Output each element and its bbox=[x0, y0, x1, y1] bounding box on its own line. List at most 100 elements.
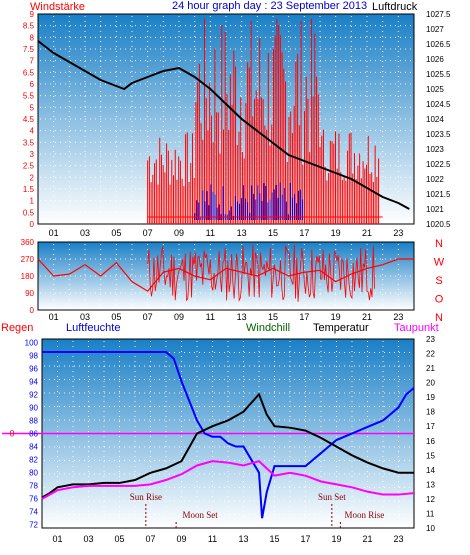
pressure-tick-label: 1025 bbox=[426, 85, 444, 94]
x-tick-label: 21 bbox=[362, 228, 372, 238]
direction-tick-label: 180 bbox=[21, 272, 35, 281]
wind-tick-label: 2 bbox=[30, 173, 35, 182]
humidity-tick-label: 76 bbox=[29, 495, 38, 504]
temperature-tick-label: 12 bbox=[426, 495, 435, 504]
pressure-tick-label: 1021.5 bbox=[426, 190, 451, 199]
compass-label: N bbox=[435, 238, 443, 250]
humidity-tick-label: 88 bbox=[29, 416, 38, 425]
direction-tick-label: 90 bbox=[25, 289, 34, 298]
pressure-tick-label: 1026.5 bbox=[426, 40, 451, 49]
temperature-tick-label: 16 bbox=[426, 437, 435, 446]
x-tick-label: 13 bbox=[238, 534, 248, 544]
wind-tick-label: 6.5 bbox=[23, 68, 35, 77]
x-tick-label: 17 bbox=[299, 228, 309, 238]
humidity-tick-label: 78 bbox=[29, 482, 38, 491]
x-tick-label: 17 bbox=[300, 534, 310, 544]
direction-tick-label: 360 bbox=[21, 238, 35, 247]
temperature-tick-label: 20 bbox=[426, 379, 435, 388]
x-tick-label: 11 bbox=[206, 312, 215, 322]
pressure-tick-label: 1024 bbox=[426, 115, 444, 124]
x-tick-label: 01 bbox=[49, 312, 59, 322]
x-tick-label: 03 bbox=[83, 534, 93, 544]
series-line-dewpoint bbox=[41, 460, 415, 500]
x-tick-label: 03 bbox=[80, 228, 90, 238]
x-tick-label: 09 bbox=[176, 534, 186, 544]
wind-tick-label: 0 bbox=[30, 220, 35, 229]
wind-tick-label: 6 bbox=[30, 80, 35, 89]
event-label: Sun Rise bbox=[130, 492, 162, 502]
event-label: Sun Set bbox=[318, 492, 346, 502]
x-tick-label: 21 bbox=[362, 312, 372, 322]
wind-tick-label: 2.5 bbox=[23, 162, 35, 171]
event-label: Moon Set bbox=[182, 510, 218, 520]
temperature-tick-label: 11 bbox=[426, 509, 435, 518]
humidity-tick-label: 84 bbox=[29, 443, 38, 452]
compass-label: W bbox=[434, 257, 445, 269]
series-line-humidity bbox=[42, 351, 415, 519]
pressure-tick-label: 1027.5 bbox=[426, 10, 451, 19]
wind-tick-label: 5.5 bbox=[23, 92, 35, 101]
x-tick-label: 17 bbox=[299, 312, 309, 322]
x-tick-label: 11 bbox=[206, 228, 215, 238]
x-tick-label: 15 bbox=[268, 312, 278, 322]
windchill-label: Windchill bbox=[246, 322, 290, 334]
pressure-tick-label: 1022.5 bbox=[426, 160, 451, 169]
temperature-tick-label: 14 bbox=[426, 466, 435, 475]
humidity-tick-label: 82 bbox=[29, 456, 38, 465]
x-tick-label: 01 bbox=[52, 534, 62, 544]
temperature-tick-label: 15 bbox=[426, 451, 435, 460]
wind-tick-label: 3 bbox=[30, 150, 35, 159]
compass-label: N bbox=[435, 312, 443, 324]
wind-tick-label: 4.5 bbox=[23, 115, 35, 124]
wind-tick-label: 4 bbox=[30, 127, 35, 136]
chart-title: 24 hour graph day : 23 September 2013 bbox=[172, 0, 367, 12]
temperature-tick-label: 18 bbox=[426, 408, 435, 417]
x-tick-label: 09 bbox=[174, 228, 184, 238]
x-tick-label: 03 bbox=[80, 312, 90, 322]
pressure-tick-label: 1021 bbox=[426, 205, 444, 214]
x-tick-label: 01 bbox=[49, 228, 59, 238]
x-tick-label: 07 bbox=[143, 228, 153, 238]
series-lines-layer bbox=[2, 40, 415, 528]
x-tick-label: 05 bbox=[111, 228, 121, 238]
x-tick-label: 05 bbox=[114, 534, 124, 544]
x-tick-label: 11 bbox=[208, 534, 217, 544]
wind-tick-label: 8 bbox=[30, 33, 35, 42]
wind-tick-label: 7.5 bbox=[23, 45, 35, 54]
compass-label: O bbox=[435, 294, 444, 306]
temperature-tick-label: 23 bbox=[426, 335, 435, 344]
x-tick-label: 13 bbox=[237, 312, 247, 322]
humidity-tick-label: 98 bbox=[29, 351, 38, 360]
x-tick-label: 09 bbox=[174, 312, 184, 322]
humidity-tick-label: 92 bbox=[29, 390, 38, 399]
pressure-line bbox=[37, 40, 410, 210]
x-tick-label: 07 bbox=[143, 312, 153, 322]
x-tick-label: 23 bbox=[393, 312, 403, 322]
pressure-tick-label: 1027 bbox=[426, 25, 444, 34]
x-tick-label: 13 bbox=[237, 228, 247, 238]
humidity-tick-label: 94 bbox=[29, 377, 38, 386]
humidity-tick-label: 100 bbox=[25, 338, 39, 347]
wind-tick-label: 8.5 bbox=[23, 22, 35, 31]
humidity-tick-label: 96 bbox=[29, 364, 38, 373]
series-line-temperature bbox=[41, 392, 414, 499]
humidity-tick-label: 80 bbox=[29, 469, 38, 478]
direction-noise-line bbox=[147, 244, 375, 302]
x-tick-label: 07 bbox=[145, 534, 155, 544]
pressure-tick-label: 1023 bbox=[426, 145, 444, 154]
pressure-tick-label: 1022 bbox=[426, 175, 444, 184]
pressure-tick-label: 1020.5 bbox=[426, 220, 451, 229]
pressure-axis-title: Luftdruck bbox=[372, 1, 418, 13]
temperature-label: Temperatur bbox=[313, 322, 369, 334]
x-tick-label: 05 bbox=[111, 312, 121, 322]
x-tick-label: 15 bbox=[269, 534, 279, 544]
pressure-tick-label: 1024.5 bbox=[426, 100, 451, 109]
x-tick-label: 19 bbox=[331, 228, 341, 238]
temperature-tick-label: 10 bbox=[426, 524, 435, 533]
humidity-tick-label: 90 bbox=[29, 403, 38, 412]
dewpoint-label: Taupunkt bbox=[394, 322, 439, 334]
rain-tick-label: 0 bbox=[9, 429, 14, 439]
event-label: Moon Rise bbox=[345, 510, 385, 520]
